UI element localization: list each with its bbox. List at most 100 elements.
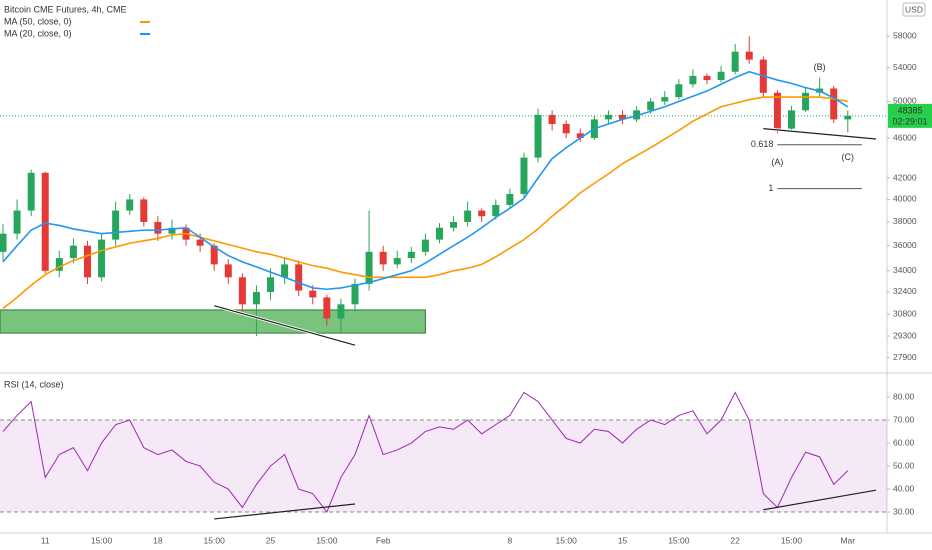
candle-body xyxy=(534,114,542,158)
x-tick-label: 15:00 xyxy=(316,535,338,545)
candle-body xyxy=(407,251,415,259)
x-tick-label: 15:00 xyxy=(556,535,578,545)
candle-body xyxy=(421,239,429,252)
rsi-tick-label: 70.00 xyxy=(893,414,915,424)
candle-body xyxy=(731,51,739,72)
candle-body xyxy=(675,84,683,98)
rsi-tick-label: 60.00 xyxy=(893,437,915,447)
x-tick-label: 22 xyxy=(730,535,740,545)
y-tick-label: 38000 xyxy=(893,216,917,226)
x-tick-label: 8 xyxy=(508,535,513,545)
candle-body xyxy=(41,172,49,271)
candle-body xyxy=(365,251,373,284)
candle-body xyxy=(745,51,753,60)
candle-body xyxy=(661,97,669,102)
rsi-tick-label: 80.00 xyxy=(893,391,915,401)
candle-body xyxy=(112,210,120,240)
price-tag xyxy=(888,103,932,128)
fib-label: 1 xyxy=(768,183,773,193)
rsi-trendline xyxy=(214,503,356,520)
candle-body xyxy=(830,88,838,120)
candle-body xyxy=(351,283,359,305)
wave-label: (C) xyxy=(842,152,855,162)
x-tick-label: 15:00 xyxy=(91,535,113,545)
y-tick-label: 36000 xyxy=(893,240,917,250)
candle-body xyxy=(562,123,570,134)
moving-average xyxy=(2,96,848,310)
candle-body xyxy=(548,114,556,124)
support-zone xyxy=(0,309,426,334)
candle-body xyxy=(647,101,655,111)
y-tick-label: 50000 xyxy=(893,96,917,106)
x-tick-label: Feb xyxy=(376,535,391,545)
y-tick-label: 29300 xyxy=(893,330,917,340)
y-tick-label: 32400 xyxy=(893,286,917,296)
rsi-tick-label: 30.00 xyxy=(893,506,915,516)
candle-body xyxy=(140,199,148,222)
x-tick-label: 25 xyxy=(266,535,276,545)
candle-body xyxy=(224,264,232,278)
rsi-tick-label: 40.00 xyxy=(893,483,915,493)
candle-body xyxy=(379,251,387,265)
candle-body xyxy=(295,264,303,291)
y-tick-label: 27900 xyxy=(893,352,917,362)
candle-body xyxy=(267,277,275,292)
rsi-line xyxy=(2,391,849,514)
candle-body xyxy=(506,193,514,205)
y-tick-label: 40000 xyxy=(893,194,917,204)
x-tick-label: Mar xyxy=(840,535,855,545)
candle-body xyxy=(773,92,781,129)
candle-body xyxy=(393,258,401,265)
fib-label: 0.618 xyxy=(751,139,774,149)
candle-body xyxy=(27,172,35,211)
price-tag-label: 48385 xyxy=(897,105,922,115)
countdown: 02:29:01 xyxy=(892,116,927,126)
candle-body xyxy=(633,110,641,120)
trendline xyxy=(763,128,877,140)
x-tick-label: 11 xyxy=(41,535,50,545)
y-tick-label: 58000 xyxy=(893,31,917,41)
candle-body xyxy=(689,75,697,85)
candle-body xyxy=(604,114,612,120)
candle-body xyxy=(576,133,584,139)
candle-body xyxy=(309,290,317,298)
candle-body xyxy=(83,245,91,278)
candle-body xyxy=(238,277,246,305)
candle-body xyxy=(168,227,176,234)
candle-body xyxy=(55,258,63,271)
candle-body xyxy=(337,304,345,319)
candle-body xyxy=(450,221,458,228)
moving-average xyxy=(2,70,849,291)
y-tick-label: 30800 xyxy=(893,308,917,318)
candle-body xyxy=(717,71,725,81)
candle-body xyxy=(69,245,77,259)
candle-body xyxy=(154,221,162,234)
currency[interactable]: USD xyxy=(905,4,923,14)
y-tick-label: 42000 xyxy=(893,172,917,182)
candle-body xyxy=(478,210,486,217)
x-tick-label: 15:00 xyxy=(668,535,690,545)
x-tick-label: 15 xyxy=(618,535,628,545)
candle-body xyxy=(126,199,134,211)
candle-body xyxy=(98,239,106,278)
legend-entry: MA (50, close, 0) xyxy=(4,16,72,26)
legend-entry: MA (20, close, 0) xyxy=(4,28,72,38)
candle-body xyxy=(492,204,500,217)
candle-body xyxy=(252,291,260,305)
currency-box[interactable] xyxy=(902,2,926,17)
candle-body xyxy=(0,233,7,252)
candle-body xyxy=(323,297,331,319)
candle-body xyxy=(210,245,218,265)
rsi-tick-label: 50.00 xyxy=(893,460,915,470)
y-tick-label: 54000 xyxy=(893,62,917,72)
candle-body xyxy=(13,210,21,234)
candle-body xyxy=(464,210,472,222)
candle-body xyxy=(787,110,795,129)
rsi-title: RSI (14, close) xyxy=(4,379,64,389)
chart-title: Bitcoin CME Futures, 4h, CME xyxy=(4,4,127,14)
rsi-trendline xyxy=(763,489,877,511)
x-tick-label: 15:00 xyxy=(204,535,226,545)
